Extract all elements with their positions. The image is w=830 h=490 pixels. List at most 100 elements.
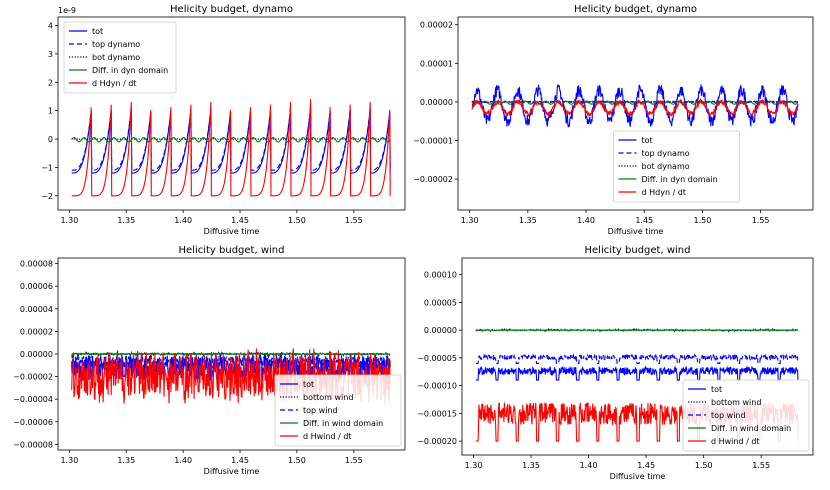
legend-label: bot dynamo [642,162,690,171]
legend-box [682,379,810,452]
y-tick-label: −0.00005 [417,354,457,363]
y-tick-label: 0.00004 [20,305,53,314]
x-tick-label: 1.40 [174,456,192,465]
legend-label: tot [92,27,103,36]
legend-label: top dynamo [642,149,690,158]
x-tick-label: 1.55 [752,461,770,470]
chart-title: Helicity budget, wind [585,245,691,256]
plot-frame [457,16,814,211]
y-tick-label: 3 [48,50,53,59]
y-tick-label: 0.00006 [20,282,53,291]
plot-frame [461,257,814,456]
x-tick-label: 1.55 [345,216,363,225]
x-axis-label: Diffusive time [204,467,260,476]
legend-label: Diff. in dyn domain [642,175,718,184]
x-tick-label: 1.30 [60,216,78,225]
y-tick-label: −0.00001 [413,137,453,146]
legend-label: tot [303,380,314,389]
x-axis-label: Diffusive time [610,472,666,481]
x-tick-label: 1.45 [231,456,249,465]
legend-box [274,374,402,447]
y-tick-label: −0.00010 [417,382,457,391]
x-tick-label: 1.45 [635,216,653,225]
y-tick-label: 0.00010 [424,271,457,280]
legend-label: bottom wind [303,393,353,402]
y-tick-label: 0.00000 [420,98,453,107]
legend-label: d Hwind / dt [711,437,760,446]
y-tick-label: 0.00000 [20,350,53,359]
chart-title: Helicity budget, dynamo [574,4,697,15]
y-tick-label: −0.00006 [13,418,53,427]
y-tick-label: −0.00008 [13,440,53,449]
y-tick-label: −0.00002 [413,175,453,184]
series-line-diff-in-wind-domain [475,329,799,332]
x-tick-label: 1.35 [519,216,537,225]
y-tick-label: −2 [41,192,53,201]
y-tick-label: 0.00002 [20,327,53,336]
x-tick-label: 1.40 [174,216,192,225]
x-tick-label: 1.50 [695,461,713,470]
y-tick-label: 0.00000 [424,326,457,335]
y-tick-label: 0.00005 [424,298,457,307]
x-tick-label: 1.55 [345,456,363,465]
y-tick-label: −0.00020 [417,437,457,446]
legend-label: d Hdyn / dt [92,79,137,88]
x-tick-label: 1.35 [117,216,135,225]
y-tick-label: 0.00001 [420,59,453,68]
x-tick-label: 1.40 [580,461,598,470]
x-tick-label: 1.50 [288,216,306,225]
y-tick-label: 4 [48,22,53,31]
legend-label: d Hwind / dt [303,432,352,441]
series-line-tot [475,365,799,381]
legend: tot bottom wind top wind Diff. in wind doma… [274,374,402,447]
legend-box [63,21,177,94]
y-tick-label: 2 [48,78,53,87]
series-line-top-wind [475,353,799,364]
y-tick-label: 0.00002 [420,21,453,30]
chart-2: Helicity budget, dynamo Diffusive time 1.3… [413,4,814,236]
legend: tot top dynamo bot dynamo Diff. in dyn doma… [613,130,740,203]
legend-label: d Hdyn / dt [642,188,687,197]
plot-frame [57,16,406,211]
legend-label: top wind [303,406,338,415]
y-offset-text: 1e-9 [58,6,76,15]
chart-4: Helicity budget, wind Diffusive time 1.30 1… [417,245,814,481]
x-tick-label: 1.35 [522,461,540,470]
series-line-diff-in-wind-domain [71,352,391,356]
y-tick-label: −0.00004 [13,395,53,404]
legend-label: tot [711,385,722,394]
y-tick-label: 0 [48,135,53,144]
legend-label: Diff. in wind domain [711,424,791,433]
legend-label: top dynamo [92,40,140,49]
legend-box [613,130,740,203]
legend-label: tot [642,136,653,145]
legend-label: Diff. in dyn domain [92,66,168,75]
series-line-d-hdyn-dt [471,97,799,118]
legend: tot top dynamo bot dynamo Diff. in dyn doma… [63,21,177,94]
y-tick-label: −0.00002 [13,373,53,382]
x-tick-label: 1.30 [461,216,479,225]
y-tick-label: −0.00015 [417,409,457,418]
x-tick-label: 1.30 [60,456,78,465]
y-tick-label: 1 [48,107,53,116]
x-axis-label: Diffusive time [204,227,260,236]
chart-title: Helicity budget, wind [179,245,285,256]
x-tick-label: 1.55 [752,216,770,225]
legend-label: bot dynamo [92,53,140,62]
legend-label: bottom wind [711,398,761,407]
legend-label: top wind [711,411,746,420]
y-tick-label: −1 [41,163,53,172]
series-line-d-hdyn-dt [71,99,391,197]
x-tick-label: 1.30 [465,461,483,470]
chart-1: Helicity budget, dynamo Diffusive time 1e-… [41,4,406,236]
y-tick-label: 0.00008 [20,260,53,269]
x-tick-label: 1.50 [288,456,306,465]
legend-label: Diff. in wind domain [303,419,383,428]
x-tick-label: 1.40 [577,216,595,225]
x-tick-label: 1.50 [694,216,712,225]
x-tick-label: 1.45 [231,216,249,225]
chart-3: Helicity budget, wind Diffusive time 1.30 1… [13,245,406,476]
x-tick-label: 1.35 [117,456,135,465]
chart-title: Helicity budget, dynamo [170,4,293,15]
